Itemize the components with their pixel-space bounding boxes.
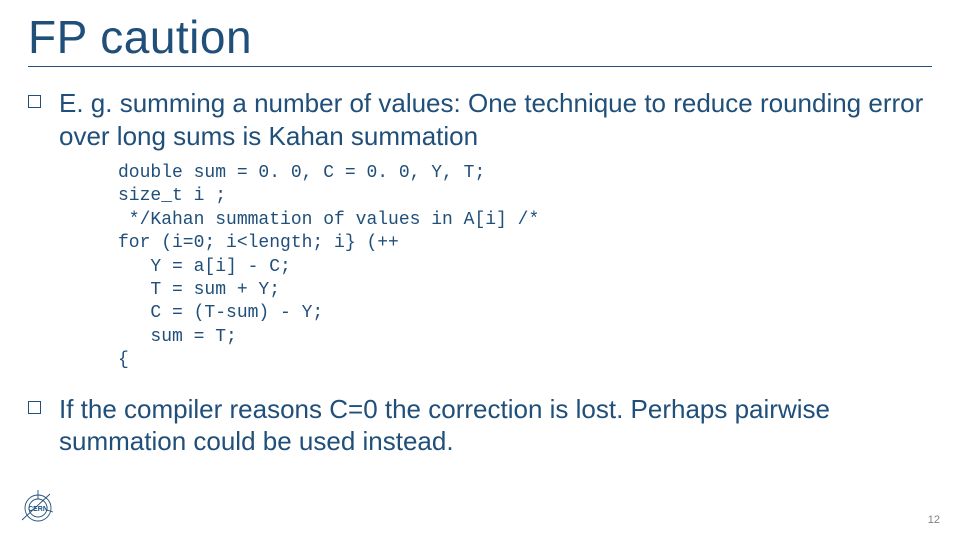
slide-title: FP caution (28, 10, 932, 67)
page-number: 12 (928, 514, 940, 526)
code-block: double sum = 0. 0, C = 0. 0, Y, T; size_… (118, 162, 932, 373)
slide-container: FP caution E. g. summing a number of val… (0, 0, 960, 540)
bullet-item-1: E. g. summing a number of values: One te… (28, 87, 932, 152)
bullet-item-2: If the compiler reasons C=0 the correcti… (28, 393, 932, 458)
bullet-text-1: E. g. summing a number of values: One te… (59, 87, 932, 152)
bullet-text-2: If the compiler reasons C=0 the correcti… (59, 393, 932, 458)
bullet-list-2: If the compiler reasons C=0 the correcti… (28, 393, 932, 458)
svg-text:CERN: CERN (28, 506, 48, 513)
bullet-list: E. g. summing a number of values: One te… (28, 87, 932, 152)
footer: CERN 12 (20, 490, 940, 526)
square-bullet-icon (28, 95, 41, 108)
cern-logo-icon: CERN (20, 490, 56, 526)
square-bullet-icon (28, 401, 41, 414)
